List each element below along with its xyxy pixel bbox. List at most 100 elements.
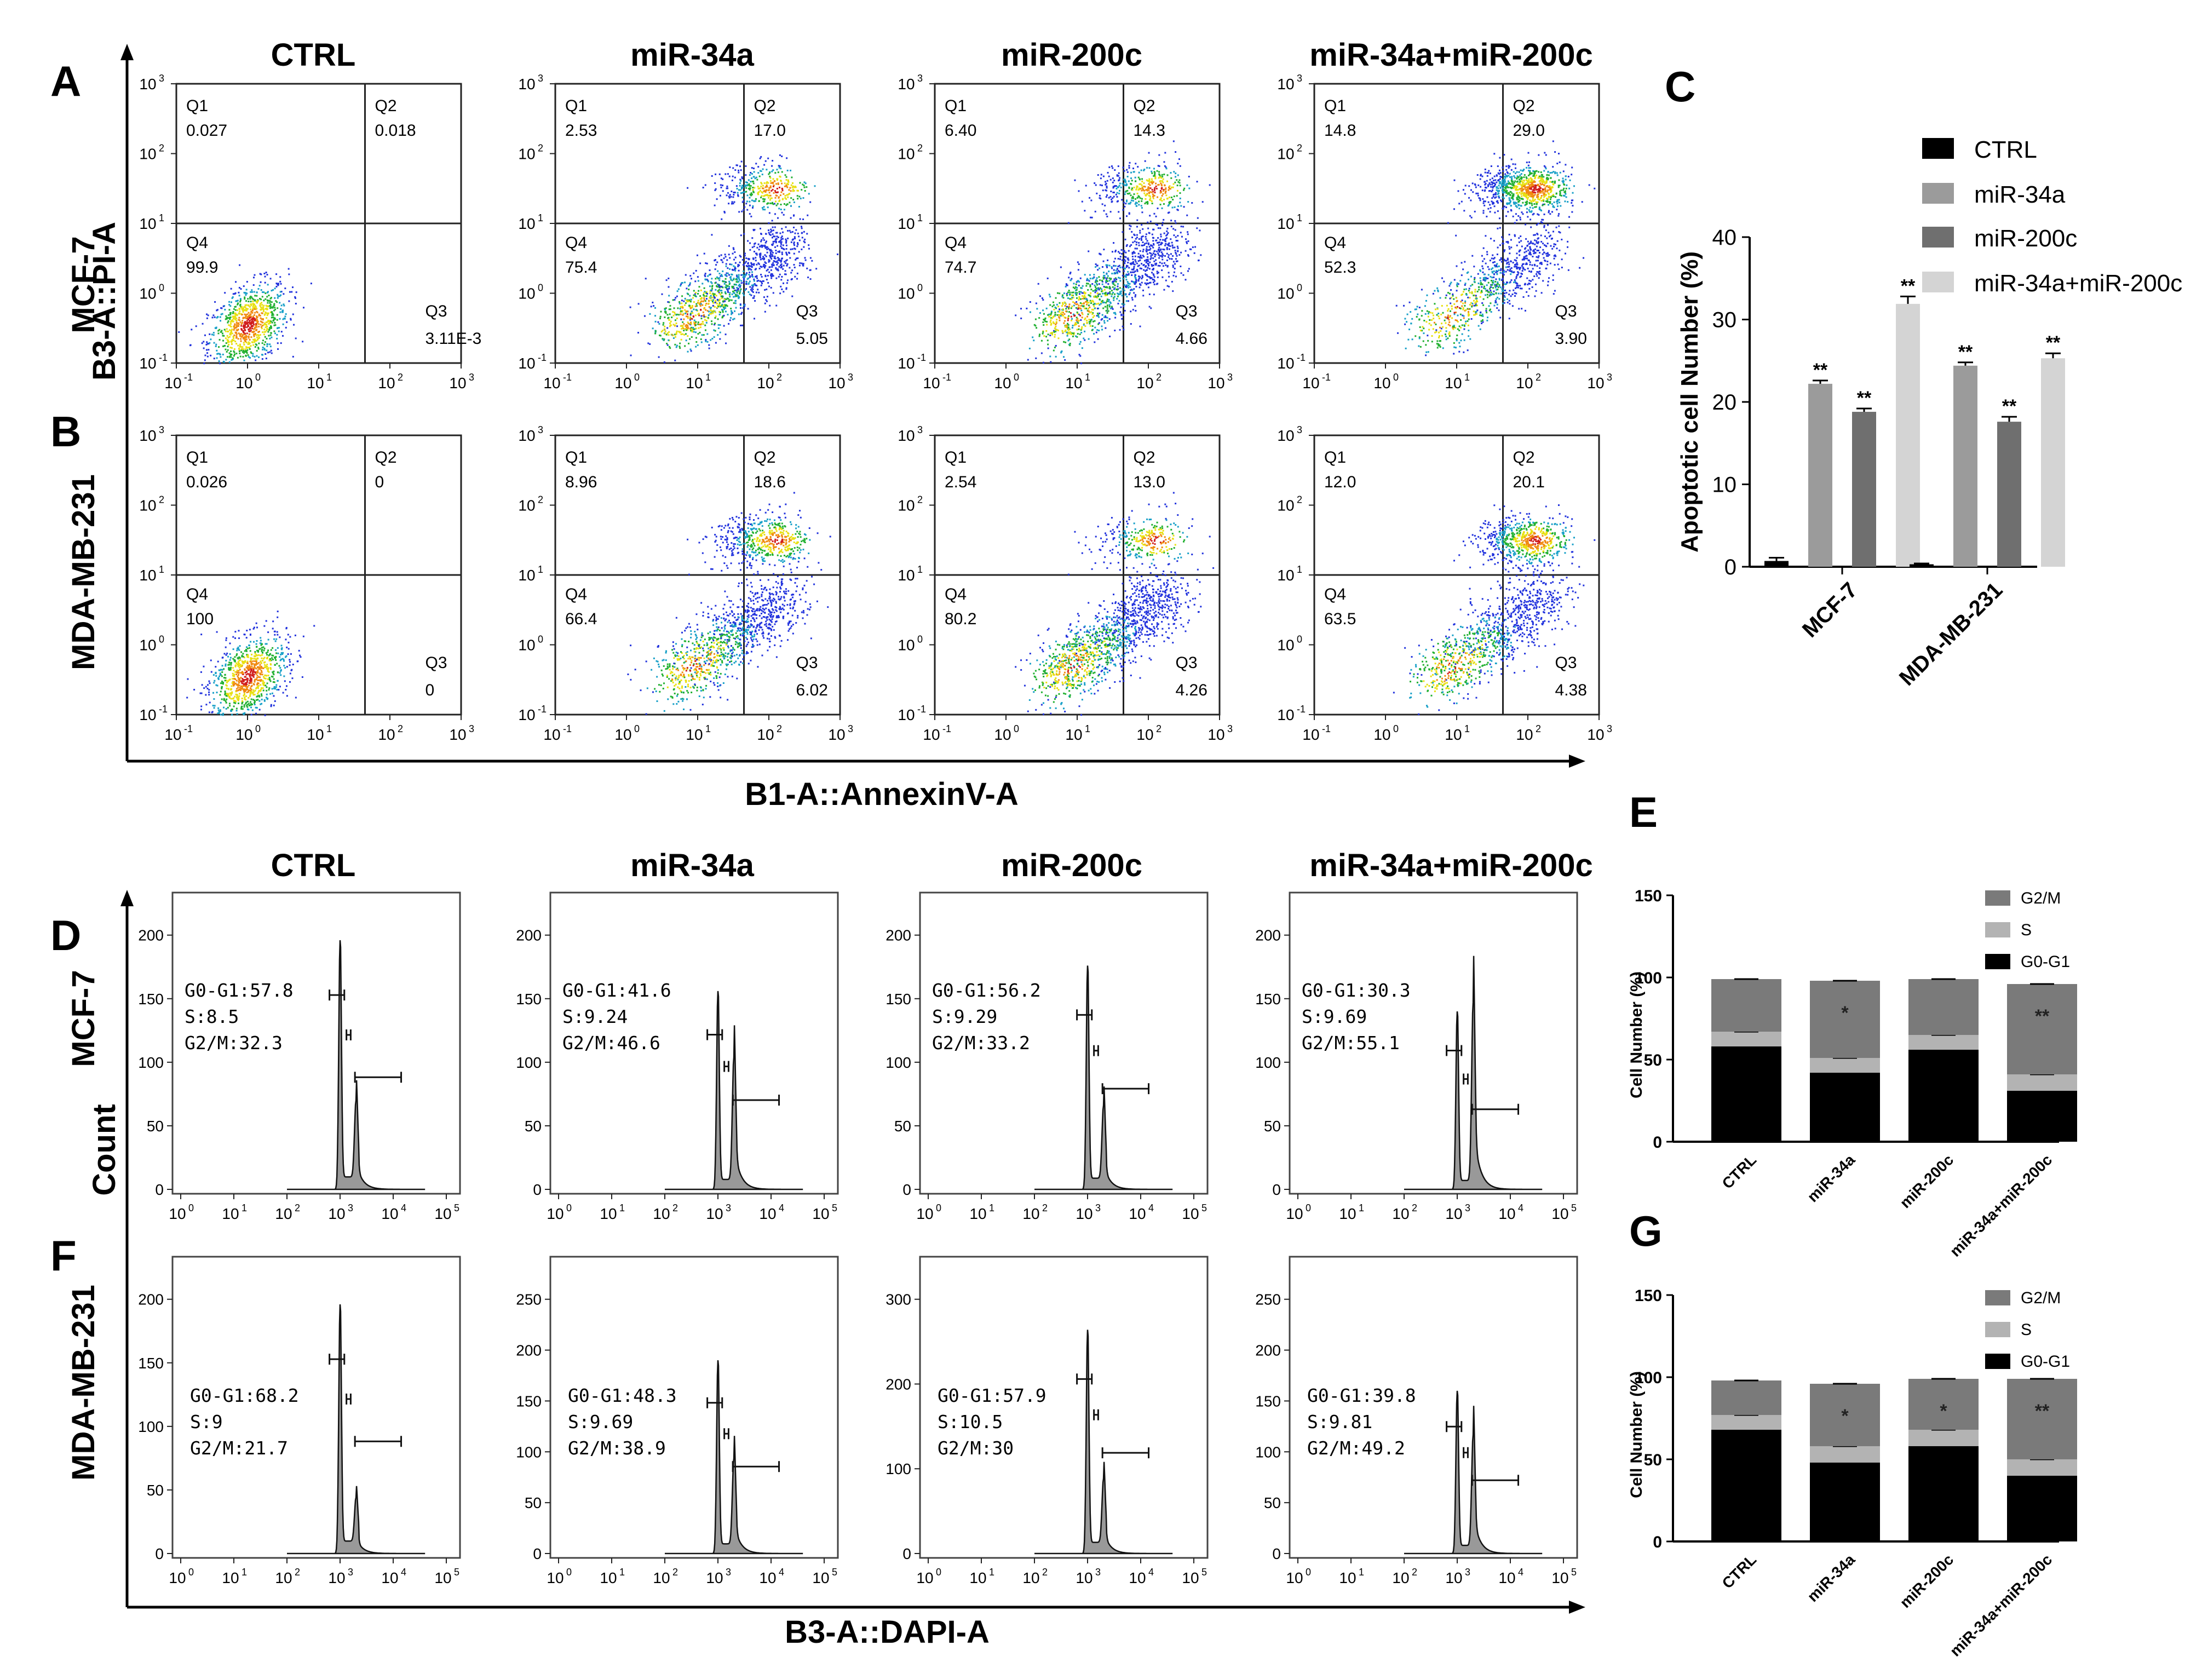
flow-event [739,189,741,191]
flow-event [716,261,718,263]
flow-event [226,356,228,358]
flow-event [738,169,740,171]
flow-event [291,291,293,293]
flow-event [1487,274,1490,276]
flow-event [1113,312,1115,314]
flow-event [212,334,215,336]
flow-event [1177,163,1179,165]
flow-event [784,174,786,176]
flow-event [731,312,733,314]
flow-event [773,180,775,182]
flow-event [1435,331,1438,333]
flow-event [726,259,728,261]
flow-event [1534,243,1536,245]
flow-event [1139,257,1141,259]
flow-event [254,338,256,341]
flow-event [766,186,768,188]
flow-event [1124,181,1126,183]
flow-event [1108,280,1111,282]
x-tick-exp: 3 [1227,372,1233,383]
flow-event [1050,310,1053,313]
flow-event [687,329,689,331]
flow-event [736,188,738,190]
flow-event [1132,258,1134,260]
flow-event [744,206,746,208]
flow-event [702,187,704,189]
flow-event [1161,256,1163,258]
flow-event [275,283,278,285]
flow-event [1152,257,1154,260]
flow-event [1504,292,1506,295]
x-tick-exp: 1 [1464,372,1470,383]
flow-event [808,244,810,246]
flow-event [1046,340,1049,342]
flow-event [231,319,233,321]
flow-event [1092,320,1094,323]
flow-event [695,327,697,330]
flow-event [756,246,758,249]
flow-event [742,186,744,188]
flow-event [1418,319,1421,321]
flow-event [720,186,722,188]
row-label-apop-mda: MDA-MB-231 [66,474,101,670]
flow-event [794,244,796,246]
flow-event [783,214,785,216]
flow-event [1148,194,1150,197]
flow-event [1447,318,1449,320]
flow-event [1096,329,1099,331]
flow-event [718,279,721,281]
flow-event [746,278,749,280]
flow-event [1523,251,1526,254]
flow-event [1428,311,1430,313]
flow-event [679,308,681,310]
flow-event [809,257,812,259]
flow-event [235,353,238,355]
flow-event [1457,306,1459,308]
flow-event [1422,326,1424,328]
flow-event [1076,301,1078,303]
flow-event [1168,275,1170,278]
flow-event [782,231,784,233]
flow-event [1425,344,1427,346]
flow-event [231,359,233,361]
flow-event [1159,204,1162,206]
flow-event [1152,264,1154,267]
flow-event [1131,237,1134,239]
flow-event [1471,255,1474,257]
flow-event [770,228,772,231]
flow-event [750,181,752,183]
flow-event [1140,183,1142,185]
flow-event [245,335,247,337]
flow-event [789,267,791,269]
flow-event [737,287,739,290]
flow-event [1432,292,1434,295]
flow-event [273,318,275,320]
flow-event [741,197,744,199]
flow-event [740,324,742,326]
flow-event [1515,260,1517,262]
flow-event [737,290,739,292]
flow-event [755,198,757,200]
flow-event [1151,245,1153,247]
flow-event [1418,307,1421,309]
flow-event [678,314,680,316]
flow-event [237,356,239,359]
flow-event [1054,313,1056,315]
flow-event [1146,179,1148,181]
flow-event [257,334,259,336]
flow-event [1088,294,1090,296]
flow-event [1482,247,1485,249]
flow-event [749,271,751,273]
flow-event [260,326,262,328]
flow-event [667,301,669,303]
flow-event [1042,361,1044,364]
flow-event [1065,285,1067,287]
flow-event [1467,313,1469,315]
flow-event [234,293,236,295]
flow-event [1042,299,1044,301]
flow-event [1116,192,1118,194]
flow-event [659,315,662,318]
flow-event [253,291,255,293]
flow-event [1109,302,1112,304]
flow-event [1141,186,1143,188]
